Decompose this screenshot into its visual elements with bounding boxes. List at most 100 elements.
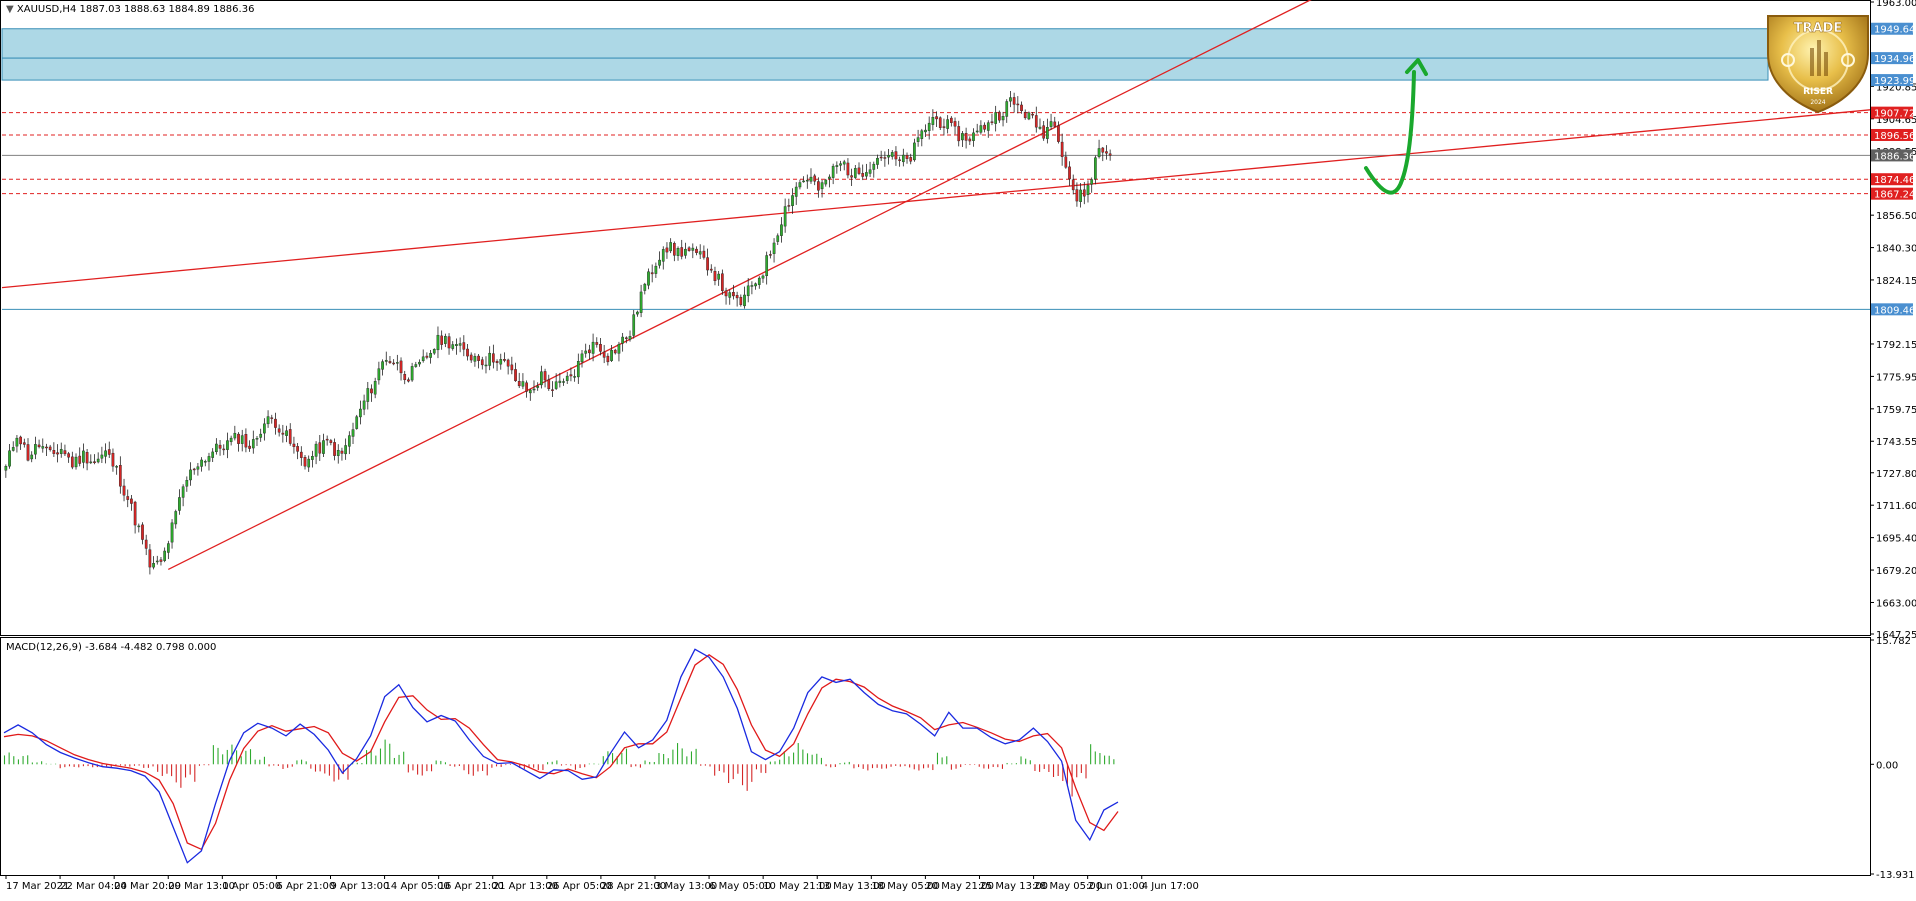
candle-body — [588, 349, 591, 354]
price-label: 1647.25 — [1876, 630, 1916, 641]
candle-body — [879, 156, 883, 159]
trendline — [167, 0, 1312, 571]
candle-body — [998, 111, 1001, 121]
candle-body — [473, 356, 477, 362]
candle-body — [949, 117, 953, 123]
candle-body — [654, 265, 658, 274]
candle-body — [709, 268, 713, 271]
candle-body — [355, 416, 359, 429]
candle-body — [865, 172, 868, 177]
candle-body — [104, 450, 107, 457]
time-label: 2 Jun 01:00 — [1088, 881, 1145, 892]
candle-body — [757, 277, 761, 285]
candle-body — [37, 444, 41, 448]
candle-body — [613, 349, 617, 354]
price-label: 1775.95 — [1876, 372, 1916, 383]
candle-body — [292, 443, 296, 447]
candle-body — [780, 224, 783, 236]
candle-body — [1042, 125, 1046, 139]
candle-body — [203, 461, 207, 463]
candle-body — [687, 247, 691, 251]
candle-body — [89, 461, 93, 464]
candle-body — [115, 466, 118, 468]
candle-body — [436, 334, 440, 351]
candle-body — [93, 461, 96, 463]
price-tag-box — [1871, 173, 1913, 186]
candle-body — [536, 385, 540, 388]
chart-info-label: ▼ XAUUSD,H4 1887.03 1888.63 1884.89 1886… — [6, 4, 254, 15]
candle-body — [329, 440, 333, 443]
price-tag-label: 1874.46 — [1874, 175, 1915, 186]
candle-body — [484, 364, 488, 367]
candle-body — [820, 182, 824, 190]
candle-body — [211, 451, 215, 458]
time-label: 14 Apr 05:00 — [385, 881, 450, 892]
time-label: 18 May 05:00 — [871, 881, 940, 892]
candle-body — [325, 438, 329, 441]
price-label: 1824.15 — [1876, 276, 1916, 287]
candle-body — [521, 381, 525, 387]
candle-body — [347, 435, 351, 447]
candle-body — [913, 142, 916, 161]
candle-body — [322, 440, 325, 454]
candle-body — [576, 361, 580, 378]
time-label: 28 Apr 21:00 — [601, 881, 666, 892]
candle-body — [776, 235, 780, 242]
candle-body — [311, 456, 314, 460]
price-label: 1856.50 — [1876, 211, 1916, 222]
candle-body — [1057, 125, 1060, 142]
candle-body — [1016, 103, 1020, 106]
candle-body — [495, 361, 499, 363]
candle-body — [377, 368, 381, 381]
macd-label: 0.00 — [1876, 760, 1898, 771]
candle-body — [676, 248, 680, 256]
candle-body — [802, 180, 805, 183]
candle-body — [59, 449, 63, 454]
time-label: 21 Apr 13:00 — [493, 881, 558, 892]
time-label: 6 May 05:00 — [709, 881, 771, 892]
price-tag-box — [1871, 52, 1913, 65]
candle-body — [336, 450, 340, 456]
candle-body — [296, 446, 299, 452]
trendline — [1, 109, 1871, 289]
candle-body — [155, 560, 159, 563]
price-axis: 1963.001920.851904.651888.551856.501840.… — [1870, 0, 1916, 641]
candle-body — [761, 275, 765, 279]
candle-body — [266, 416, 270, 425]
candle-body — [953, 121, 957, 127]
candle-body — [909, 157, 913, 162]
macd-label: -13.931 — [1876, 870, 1915, 881]
candle-body — [174, 511, 178, 525]
signal-line — [3, 654, 1119, 851]
time-label: 24 Mar 20:00 — [114, 881, 181, 892]
candle-body — [288, 429, 292, 444]
candle-body — [602, 351, 606, 358]
candle-body — [226, 440, 229, 450]
candle-body — [34, 444, 37, 455]
candles — [4, 90, 1112, 575]
candle-body — [787, 205, 791, 207]
candle-body — [22, 442, 26, 445]
candle-body — [458, 343, 462, 346]
horizontal-levels — [2, 112, 1870, 310]
candle-body — [477, 355, 480, 361]
candle-body — [56, 452, 59, 455]
projection-arrow-head — [1405, 58, 1428, 77]
candle-body — [510, 364, 514, 371]
candle-body — [170, 522, 174, 543]
candle-body — [244, 434, 248, 448]
candle-body — [1009, 97, 1012, 102]
candle-body — [100, 454, 104, 459]
price-tag-box — [1871, 22, 1913, 35]
macd-panel-frame — [0, 637, 1871, 876]
candle-body — [883, 157, 887, 159]
candle-body — [661, 249, 665, 262]
candle-body — [514, 369, 517, 382]
time-label: 22 Mar 04:00 — [60, 881, 127, 892]
candle-body — [399, 360, 403, 374]
candle-body — [185, 480, 189, 487]
candle-body — [639, 291, 643, 313]
candle-body — [1049, 121, 1053, 127]
